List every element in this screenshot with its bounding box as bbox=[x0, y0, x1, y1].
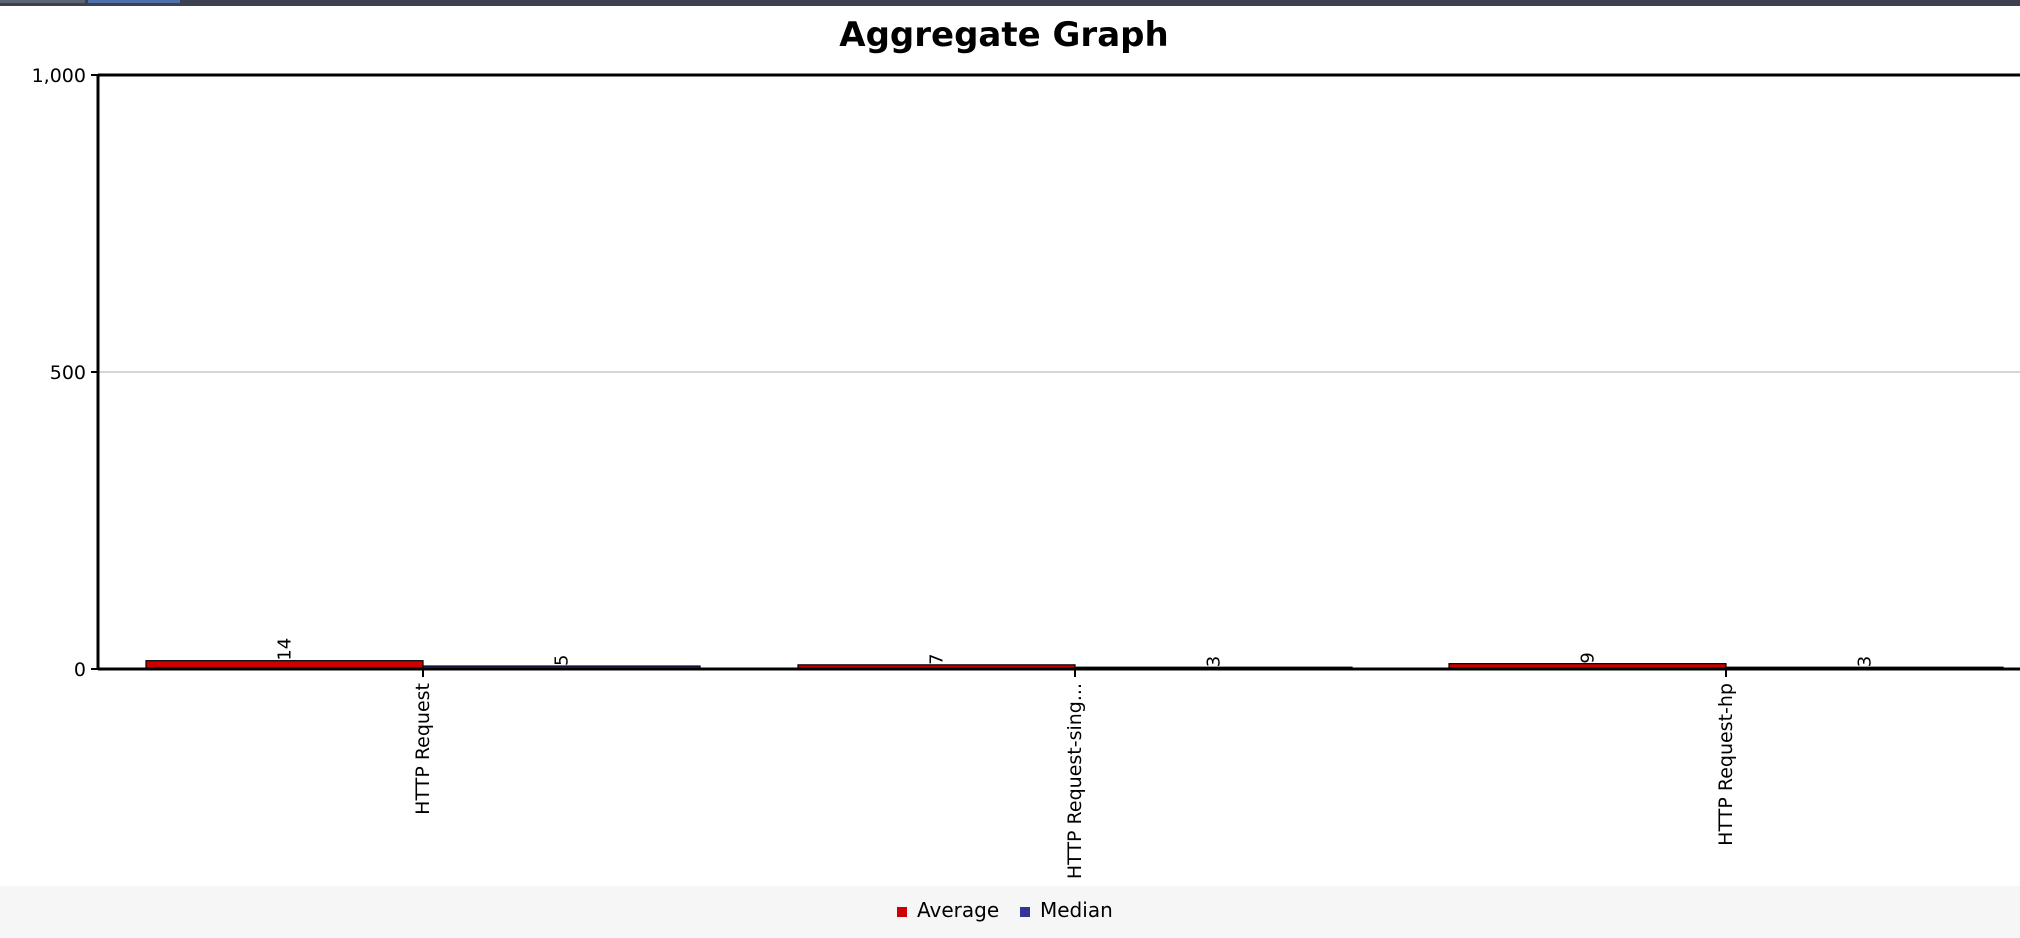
x-category-label: HTTP Request-sing... bbox=[1064, 683, 1086, 879]
x-category-label: HTTP Request bbox=[412, 683, 434, 815]
data-label-median-1: 5 bbox=[552, 655, 573, 666]
y-tick-label: 1,000 bbox=[32, 65, 86, 87]
data-label-average-3: 9 bbox=[1578, 652, 1599, 663]
legend: Average Median bbox=[897, 898, 1113, 922]
legend-swatch-median bbox=[1020, 907, 1030, 917]
y-tick-label: 500 bbox=[50, 362, 86, 384]
window-top-bar bbox=[0, 0, 2020, 6]
aggregate-graph-chart: Aggregate Graph 0 500 1,000 HTTP Request HT… bbox=[0, 6, 2020, 938]
x-axis-categories: HTTP Request HTTP Request-sing... HTTP Req… bbox=[412, 669, 1737, 879]
legend-swatch-average bbox=[897, 907, 907, 917]
data-label-average-2: 7 bbox=[927, 653, 948, 664]
y-axis-ticks: 0 500 1,000 bbox=[32, 65, 98, 681]
y-tick-label: 0 bbox=[74, 659, 86, 681]
legend-label-average: Average bbox=[917, 898, 999, 922]
top-tab-active[interactable] bbox=[88, 0, 180, 3]
legend-band bbox=[0, 886, 2020, 938]
data-label-average-1: 14 bbox=[275, 638, 296, 661]
data-label-median-2: 3 bbox=[1204, 656, 1225, 667]
top-tab-left[interactable] bbox=[0, 0, 85, 3]
data-label-median-3: 3 bbox=[1855, 656, 1876, 667]
x-category-label: HTTP Request-hp bbox=[1715, 683, 1737, 846]
data-labels: 14 5 7 3 9 3 bbox=[275, 638, 1876, 667]
legend-label-median: Median bbox=[1040, 898, 1113, 922]
chart-title: Aggregate Graph bbox=[839, 15, 1168, 55]
